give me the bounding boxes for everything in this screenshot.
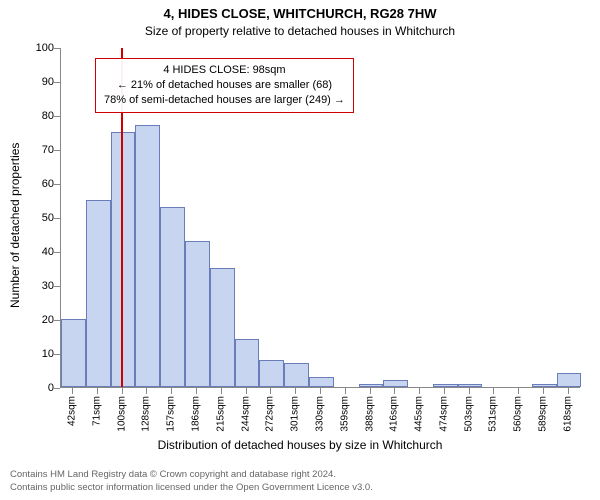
y-tick [54, 82, 60, 83]
x-tick-label: 589sqm [537, 396, 548, 432]
x-tick [171, 388, 172, 394]
histogram-bar [532, 384, 557, 387]
x-tick-label: 244sqm [240, 396, 251, 432]
histogram-bar [433, 384, 458, 387]
x-tick [345, 388, 346, 394]
x-tick [444, 388, 445, 394]
x-tick-label: 330sqm [315, 396, 326, 432]
x-tick-label: 445sqm [414, 396, 425, 432]
x-tick [122, 388, 123, 394]
x-tick-label: 474sqm [438, 396, 449, 432]
x-tick-label: 128sqm [141, 396, 152, 432]
y-tick-label: 20 [4, 314, 54, 326]
x-tick-label: 272sqm [265, 396, 276, 432]
annotation-line1: 4 HIDES CLOSE: 98sqm [104, 63, 345, 78]
annotation-line2: ← 21% of detached houses are smaller (68… [104, 78, 345, 93]
histogram-bar [284, 363, 309, 387]
annotation-box: 4 HIDES CLOSE: 98sqm ← 21% of detached h… [95, 58, 354, 113]
x-tick-label: 388sqm [364, 396, 375, 432]
y-tick [54, 286, 60, 287]
x-tick-label: 157sqm [166, 396, 177, 432]
histogram-bar [458, 384, 483, 387]
x-tick [568, 388, 569, 394]
histogram-bar [383, 380, 408, 387]
x-axis-title: Distribution of detached houses by size … [0, 438, 600, 452]
histogram-bar [185, 241, 210, 387]
x-tick-label: 186sqm [191, 396, 202, 432]
x-tick [72, 388, 73, 394]
y-tick-label: 80 [4, 110, 54, 122]
histogram-bar [135, 125, 160, 387]
x-tick [146, 388, 147, 394]
histogram-bar [309, 377, 334, 387]
x-tick [295, 388, 296, 394]
y-tick-label: 50 [4, 212, 54, 224]
x-tick-label: 416sqm [389, 396, 400, 432]
histogram-bar [160, 207, 185, 387]
histogram-bar [61, 319, 86, 387]
y-tick-label: 60 [4, 178, 54, 190]
x-tick [246, 388, 247, 394]
x-tick [419, 388, 420, 394]
y-tick-label: 100 [4, 42, 54, 54]
x-tick-label: 560sqm [513, 396, 524, 432]
x-tick [370, 388, 371, 394]
y-tick [54, 150, 60, 151]
x-tick-label: 215sqm [215, 396, 226, 432]
x-tick-label: 71sqm [92, 396, 103, 426]
x-tick-label: 618sqm [562, 396, 573, 432]
x-tick [493, 388, 494, 394]
x-tick [221, 388, 222, 394]
chart-title-main: 4, HIDES CLOSE, WHITCHURCH, RG28 7HW [0, 6, 600, 21]
y-tick-label: 70 [4, 144, 54, 156]
y-tick [54, 252, 60, 253]
histogram-bar [86, 200, 111, 387]
y-tick-label: 30 [4, 280, 54, 292]
x-tick [394, 388, 395, 394]
x-tick [97, 388, 98, 394]
y-tick-label: 90 [4, 76, 54, 88]
histogram-bar [210, 268, 235, 387]
footer-line2: Contains public sector information licen… [10, 482, 373, 494]
y-tick [54, 388, 60, 389]
histogram-bar [359, 384, 384, 387]
y-tick [54, 218, 60, 219]
y-tick-label: 10 [4, 348, 54, 360]
y-tick [54, 320, 60, 321]
x-tick [543, 388, 544, 394]
footer-line1: Contains HM Land Registry data © Crown c… [10, 469, 373, 481]
x-tick [518, 388, 519, 394]
x-tick-label: 503sqm [463, 396, 474, 432]
x-tick-label: 359sqm [339, 396, 350, 432]
y-tick [54, 116, 60, 117]
x-tick-label: 301sqm [290, 396, 301, 432]
chart-title-sub: Size of property relative to detached ho… [0, 24, 600, 38]
y-tick-label: 0 [4, 382, 54, 394]
chart-container: 4, HIDES CLOSE, WHITCHURCH, RG28 7HW Siz… [0, 0, 600, 500]
x-tick-label: 100sqm [116, 396, 127, 432]
histogram-bar [259, 360, 284, 387]
y-tick [54, 184, 60, 185]
y-tick [54, 48, 60, 49]
x-tick [196, 388, 197, 394]
y-tick [54, 354, 60, 355]
histogram-bar [235, 339, 260, 387]
x-tick [320, 388, 321, 394]
x-tick-label: 531sqm [488, 396, 499, 432]
x-tick [270, 388, 271, 394]
annotation-line3: 78% of semi-detached houses are larger (… [104, 93, 345, 108]
x-tick-label: 42sqm [67, 396, 78, 426]
y-tick-label: 40 [4, 246, 54, 258]
histogram-bar [557, 373, 581, 387]
x-tick [469, 388, 470, 394]
footer-attribution: Contains HM Land Registry data © Crown c… [10, 469, 373, 494]
